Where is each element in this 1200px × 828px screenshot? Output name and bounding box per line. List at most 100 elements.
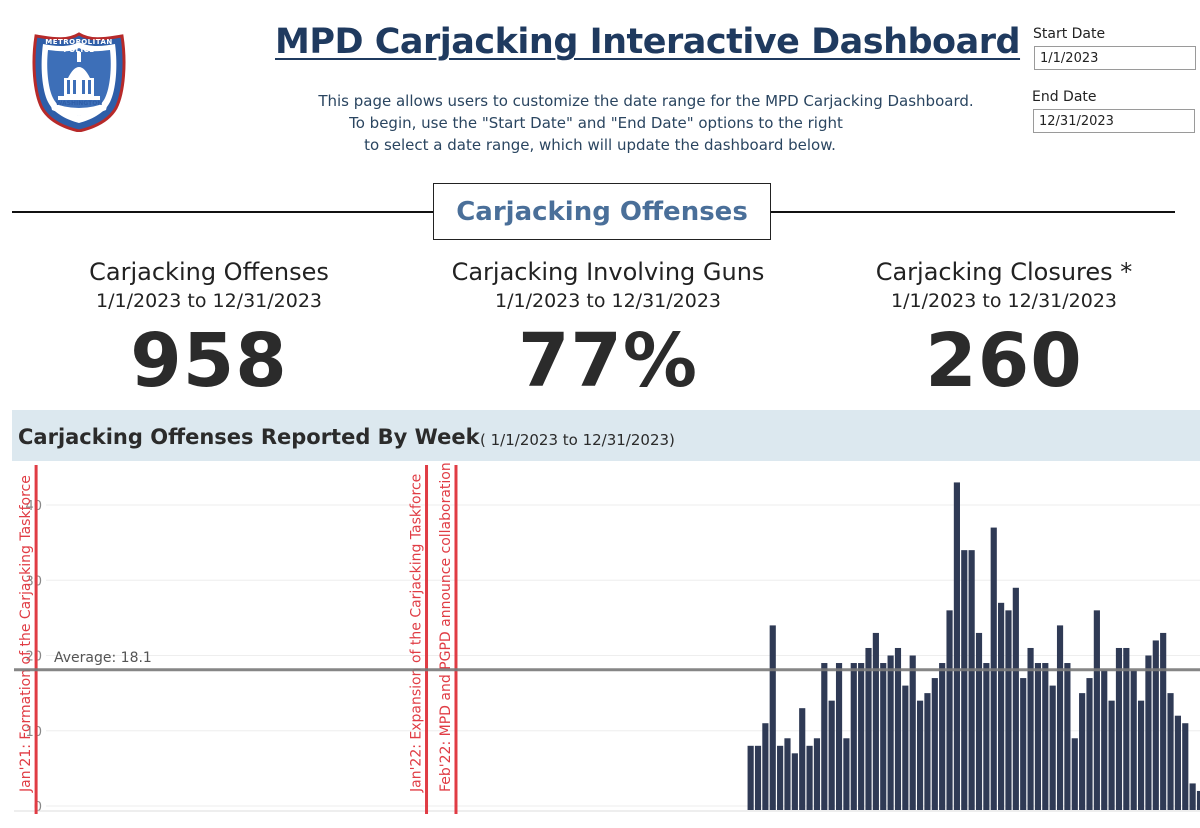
bar [769, 625, 776, 810]
intro-line: to select a date range, which will updat… [364, 136, 836, 154]
logo-sub-text: D.C. [72, 109, 86, 116]
kpi-value: 958 [130, 318, 288, 404]
kpi-range: 1/1/2023 to 12/31/2023 [891, 290, 1117, 312]
bar [946, 610, 953, 810]
end-date-input[interactable] [1033, 109, 1195, 133]
bar [887, 655, 894, 810]
section-divider-left [12, 211, 434, 213]
bar [902, 685, 909, 810]
section-title: Carjacking Offenses [456, 196, 748, 227]
logo-top-text: METROPOLITAN POLICE [45, 38, 113, 54]
event-label: Jan'21: Formation of the Carjacking Task… [18, 475, 34, 793]
mpd-badge-logo [32, 32, 126, 132]
bar [1012, 587, 1019, 810]
kpi-title: Carjacking Offenses [89, 258, 329, 286]
bar [1086, 678, 1093, 810]
bar [1115, 647, 1123, 810]
bar [1189, 783, 1196, 810]
bar [762, 723, 769, 810]
logo-bottom-text: WASHINGTON [55, 100, 103, 107]
bar [872, 632, 879, 810]
bar [850, 663, 857, 810]
bar [953, 482, 960, 810]
bar [924, 693, 931, 810]
bar [777, 745, 784, 810]
bar [747, 745, 754, 810]
bar [799, 708, 806, 810]
bar [998, 602, 1005, 810]
kpi-carjacking-offenses: Carjacking Offenses 1/1/2023 to 12/31/20… [29, 258, 389, 404]
average-label: Average: 18.1 [54, 650, 152, 666]
intro-text: This page allows users to customize the … [290, 90, 1002, 156]
bar [1108, 700, 1115, 810]
bar [939, 663, 946, 810]
bar [931, 678, 938, 810]
start-date-label: Start Date [1033, 26, 1106, 42]
bar [813, 738, 821, 810]
bar [806, 745, 813, 810]
bar [754, 745, 762, 810]
bar [1137, 700, 1145, 810]
bar [1079, 693, 1086, 810]
bar [1152, 640, 1159, 810]
bar [1160, 632, 1167, 810]
bar [1064, 663, 1071, 810]
bar [909, 655, 916, 810]
intro-line: To begin, use the "Start Date" and "End … [349, 114, 843, 132]
bar [828, 700, 835, 810]
kpi-carjacking-guns: Carjacking Involving Guns 1/1/2023 to 12… [428, 258, 788, 404]
bar [968, 550, 975, 810]
bar [1034, 663, 1042, 810]
bar [975, 632, 983, 810]
bar [865, 647, 872, 810]
bar [1027, 647, 1034, 810]
page-title: MPD Carjacking Interactive Dashboard [275, 22, 1021, 62]
bar [1196, 790, 1200, 810]
bar [1071, 738, 1078, 810]
bar [1093, 610, 1100, 810]
kpi-range: 1/1/2023 to 12/31/2023 [96, 290, 322, 312]
y-tick-label: 20 [25, 650, 42, 665]
bar [1145, 655, 1152, 810]
y-tick-label: 10 [25, 725, 42, 740]
bar [1049, 685, 1056, 810]
kpi-title: Carjacking Involving Guns [451, 258, 765, 286]
end-date-label: End Date [1032, 89, 1097, 105]
bar [961, 550, 968, 810]
intro-line: This page allows users to customize the … [318, 92, 974, 110]
kpi-range: 1/1/2023 to 12/31/2023 [495, 290, 721, 312]
bar [858, 663, 865, 810]
y-tick-label: 0 [34, 800, 42, 815]
bar [1182, 723, 1189, 810]
section-divider-right [770, 211, 1175, 213]
bar [1005, 610, 1012, 810]
event-label: Jan'22: Expansion of the Carjacking Task… [409, 474, 425, 793]
kpi-title: Carjacking Closures * [875, 258, 1133, 286]
y-tick-label: 30 [25, 574, 42, 589]
bar [821, 663, 828, 810]
weekly-chart-subtitle: ( 1/1/2023 to 12/31/2023) [480, 431, 675, 449]
kpi-value: 77% [517, 318, 699, 404]
weekly-chart-header: Carjacking Offenses Reported By Week ( 1… [12, 410, 1200, 461]
kpi-carjacking-closures: Carjacking Closures * 1/1/2023 to 12/31/… [824, 258, 1184, 404]
bar [1042, 663, 1049, 810]
bar [1101, 670, 1108, 810]
bar [835, 663, 843, 810]
event-label: Feb'22: MPD and PGPD announce collaborat… [438, 462, 454, 792]
kpi-value: 260 [925, 318, 1083, 404]
bar [880, 663, 887, 810]
section-header: Carjacking Offenses [433, 183, 771, 240]
weekly-chart-title: Carjacking Offenses Reported By Week [18, 425, 480, 449]
y-tick-label: 40 [25, 499, 42, 514]
bar [1167, 693, 1174, 810]
bar [1130, 670, 1137, 810]
bar [894, 647, 902, 810]
start-date-input[interactable] [1034, 46, 1196, 70]
bar [784, 738, 791, 810]
bar [916, 700, 924, 810]
bar [983, 663, 990, 810]
bar [1020, 678, 1027, 810]
bar [1123, 647, 1130, 810]
